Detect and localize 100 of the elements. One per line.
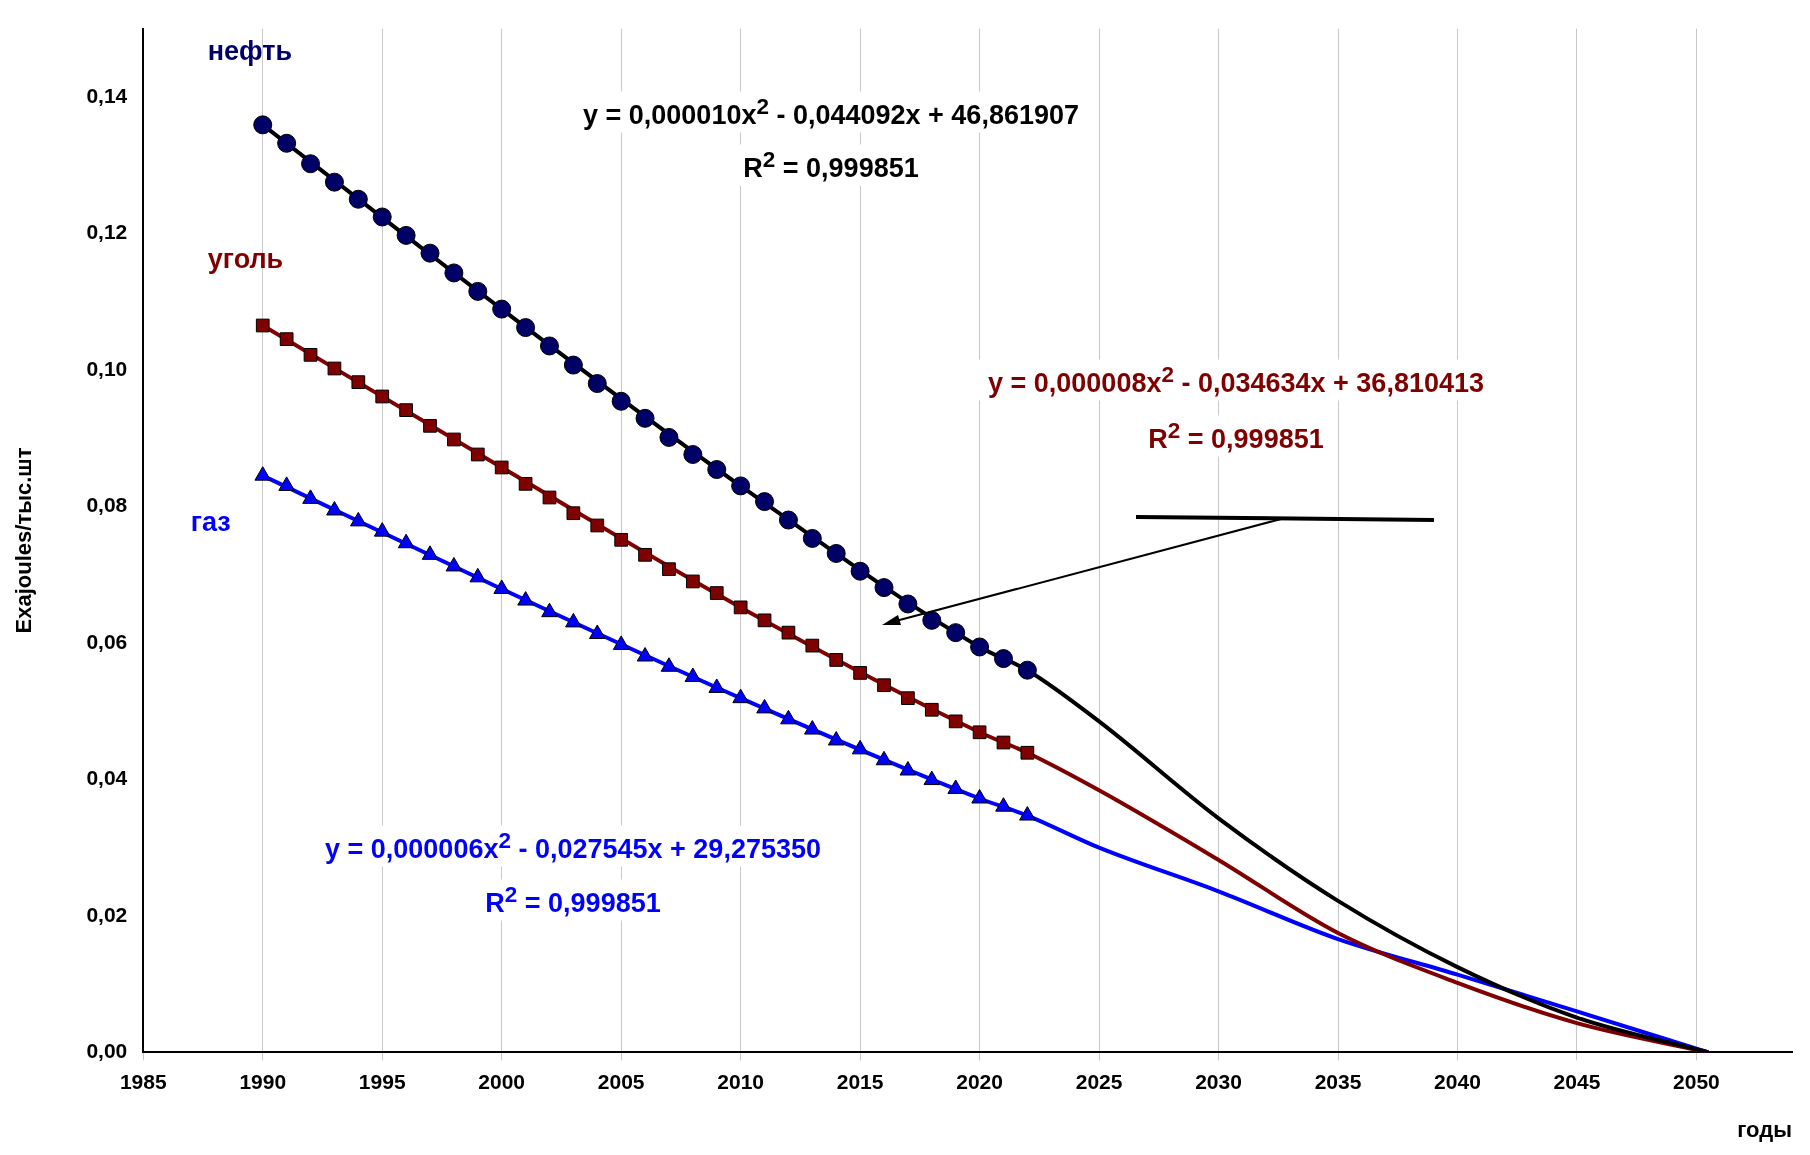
point	[372, 207, 392, 227]
x-tick-label: 2010	[717, 1069, 764, 1093]
point	[1017, 660, 1037, 680]
point	[420, 243, 440, 263]
x-tick-label: 2035	[1314, 1069, 1362, 1093]
point	[1020, 745, 1035, 760]
point	[802, 528, 822, 548]
point	[277, 133, 297, 153]
point	[732, 688, 749, 704]
x-tick-label: 2000	[478, 1069, 526, 1093]
point	[614, 532, 629, 547]
point	[923, 770, 941, 786]
annotation: y = 0,000008x$^{2}$ - 0,034634x + 36,810413	[978, 359, 1494, 401]
point	[778, 510, 798, 530]
point	[565, 612, 582, 628]
point	[780, 709, 797, 725]
point	[375, 389, 390, 404]
x-tick-label: 2040	[1434, 1069, 1481, 1093]
annotation: y = 0,000010x$^{2}$ - 0,044092x + 46,861907	[573, 91, 1089, 133]
point	[566, 506, 581, 521]
y-tick-label: 0,14	[86, 83, 128, 107]
point	[254, 466, 272, 481]
point	[948, 714, 963, 729]
annotation: R$^{2}$ = 0,999851	[1138, 415, 1334, 457]
x-tick-label: 2030	[1195, 1069, 1242, 1093]
point	[255, 318, 270, 333]
point	[469, 567, 487, 583]
x-tick-label: 2045	[1553, 1069, 1601, 1093]
x-tick-label: 1990	[239, 1069, 287, 1093]
point	[301, 154, 321, 174]
y-tick-label: 0,10	[86, 356, 128, 380]
point	[757, 613, 772, 628]
point	[731, 476, 751, 496]
point	[351, 375, 366, 390]
y-tick-label: 0,00	[86, 1039, 128, 1063]
point	[877, 678, 891, 693]
point	[373, 522, 391, 537]
point	[563, 355, 583, 375]
point	[396, 225, 416, 245]
x-tick-label: 2025	[1075, 1069, 1123, 1093]
point	[898, 594, 918, 614]
point	[683, 445, 703, 464]
point	[899, 761, 917, 776]
point	[539, 336, 559, 356]
point	[324, 172, 344, 192]
y-tick-label: 0,04	[86, 766, 128, 790]
point	[924, 702, 939, 717]
point	[662, 562, 676, 577]
point	[588, 624, 606, 640]
point	[922, 610, 942, 630]
x-tick-label: 2050	[1673, 1069, 1720, 1093]
point	[470, 447, 485, 462]
point	[542, 490, 557, 505]
point	[970, 637, 990, 657]
point	[279, 332, 294, 347]
point	[995, 797, 1012, 812]
point	[947, 779, 964, 794]
point	[638, 547, 652, 562]
point	[659, 427, 679, 447]
point	[685, 574, 700, 589]
point	[517, 591, 534, 606]
point	[850, 561, 870, 581]
point	[875, 750, 893, 766]
point	[707, 460, 727, 480]
annotation: y = 0,000006x$^{2}$ - 0,027545x + 29,275350	[315, 825, 831, 867]
point	[805, 638, 820, 653]
y-tick-label: 0,02	[86, 902, 128, 926]
point	[278, 476, 295, 491]
point	[829, 653, 844, 667]
y-axis-title: Exajoules/тыс.шт	[11, 447, 37, 634]
point	[996, 735, 1011, 750]
point	[327, 361, 342, 376]
series-label: газ	[190, 507, 231, 538]
point	[804, 720, 821, 735]
point	[755, 492, 775, 512]
point	[541, 602, 558, 618]
point	[590, 518, 605, 533]
point	[853, 666, 867, 680]
point	[445, 556, 463, 572]
point	[708, 678, 726, 693]
point	[709, 586, 724, 600]
annotation: R$^{2}$ = 0,999851	[475, 879, 671, 921]
point	[348, 189, 368, 209]
x-tick-label: 2015	[836, 1069, 884, 1093]
point	[756, 698, 773, 714]
point	[851, 739, 869, 755]
point	[421, 545, 439, 560]
series-label: уголь	[207, 243, 284, 274]
point	[518, 476, 533, 491]
point	[253, 115, 273, 135]
x-tick-label: 2020	[956, 1069, 1003, 1093]
point	[826, 543, 846, 563]
point	[516, 318, 536, 338]
point	[611, 391, 631, 411]
point	[326, 500, 343, 516]
point	[493, 579, 510, 594]
point	[447, 432, 461, 447]
point	[635, 408, 655, 428]
x-axis-title: годы	[1737, 1116, 1792, 1142]
point	[303, 347, 318, 362]
